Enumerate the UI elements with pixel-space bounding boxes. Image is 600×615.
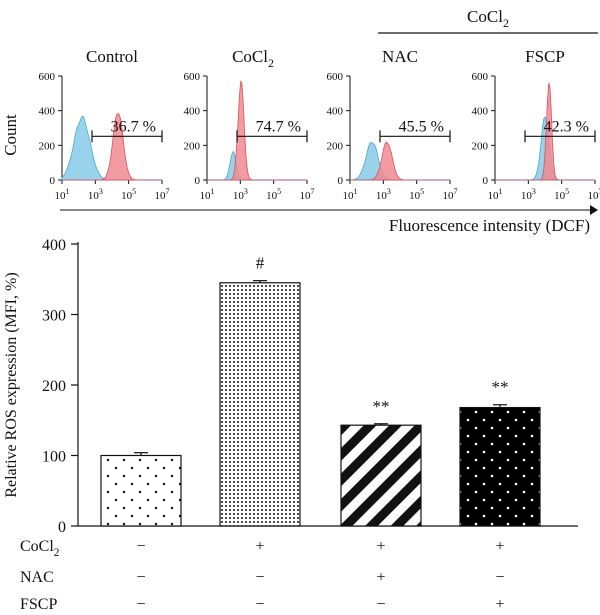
condition-sign: − xyxy=(255,569,264,586)
histogram-y-tick-label: 600 xyxy=(327,71,344,83)
histogram-y-tick-label: 400 xyxy=(39,106,56,118)
histogram-title: Control xyxy=(86,47,138,66)
histogram-y-tick-label: 200 xyxy=(184,140,201,152)
histogram-x-tick-label: 101 xyxy=(200,187,215,202)
condition-sign: − xyxy=(136,596,145,613)
condition-label: CoCl2 xyxy=(20,538,59,559)
gate-percent-label: 42.3 % xyxy=(544,118,589,135)
histogram-x-tick-label: 105 xyxy=(266,187,281,202)
histogram-y-tick-label: 0 xyxy=(50,175,56,187)
histogram-title: NAC xyxy=(382,47,418,66)
y-tick-label: 400 xyxy=(42,237,66,254)
bar-chart: Relative ROS expression (MFI, %) 0 100 200… xyxy=(3,237,578,613)
histogram-x-tick-label: 101 xyxy=(343,187,358,202)
histogram-x-tick-label: 101 xyxy=(55,187,70,202)
fluorescence-axis-label: Fluorescence intensity (DCF) xyxy=(389,216,590,235)
bar-3 xyxy=(340,424,422,527)
histogram-x-tick-label: 105 xyxy=(409,187,424,202)
histogram-y-tick-label: 200 xyxy=(472,140,489,152)
condition-sign: + xyxy=(495,596,504,613)
condition-sign: − xyxy=(495,569,504,586)
treated-histogram-peak xyxy=(350,141,450,181)
histogram-y-tick-label: 0 xyxy=(338,175,344,187)
treated-histogram-peak xyxy=(62,113,162,181)
treated-histogram-peak xyxy=(207,80,307,181)
y-tick-label: 200 xyxy=(42,378,66,395)
condition-label: FSCP xyxy=(20,596,57,613)
histogram-y-tick-label: 600 xyxy=(472,71,489,83)
control-histogram-peak xyxy=(207,150,307,181)
condition-sign: − xyxy=(255,596,264,613)
condition-sign: + xyxy=(376,569,385,586)
gate-percent-label: 74.7 % xyxy=(256,118,301,135)
histogram-y-tick-label: 0 xyxy=(483,175,489,187)
histogram-y-tick-label: 600 xyxy=(184,71,201,83)
histogram-y-tick-label: 400 xyxy=(327,106,344,118)
histogram-x-tick-label: 107 xyxy=(300,187,315,202)
histogram-x-tick-label: 101 xyxy=(488,187,503,202)
histogram-y-tick-label: 600 xyxy=(39,71,56,83)
condition-sign: − xyxy=(136,569,145,586)
condition-sign: + xyxy=(255,538,264,555)
arrow-head-icon xyxy=(590,205,598,215)
condition-sign: + xyxy=(495,538,504,555)
histogram-x-tick-label: 103 xyxy=(521,187,536,202)
histogram-x-tick-label: 103 xyxy=(88,187,103,202)
histogram-x-tick-label: 107 xyxy=(443,187,458,202)
condition-sign: − xyxy=(136,538,145,555)
significance-annotation: ** xyxy=(492,378,509,397)
histogram-x-tick-label: 107 xyxy=(588,187,600,202)
histogram-title: FSCP xyxy=(525,47,565,66)
histogram-y-tick-label: 0 xyxy=(195,175,201,187)
histogram-x-tick-label: 103 xyxy=(376,187,391,202)
histogram-y-tick-label: 400 xyxy=(472,106,489,118)
condition-table: CoCl2 − + + + NAC − − + − FSCP − − − + xyxy=(20,538,505,613)
histogram-x-tick-label: 103 xyxy=(233,187,248,202)
histogram-title: CoCl2 xyxy=(232,47,274,70)
y-tick-label: 100 xyxy=(42,449,66,466)
condition-label: NAC xyxy=(20,569,54,586)
bar-1 xyxy=(100,454,182,527)
histogram-y-tick-label: 200 xyxy=(327,140,344,152)
gate-percent-label: 45.5 % xyxy=(399,118,444,135)
bar-2 xyxy=(219,282,301,527)
histogram-x-tick-label: 105 xyxy=(554,187,569,202)
condition-sign: + xyxy=(376,538,385,555)
significance-annotation: # xyxy=(256,254,265,273)
y-tick-label: 0 xyxy=(58,519,66,536)
treated-histogram-peak xyxy=(495,82,595,181)
y-tick-label: 300 xyxy=(42,308,66,325)
control-histogram-peak xyxy=(349,142,450,181)
significance-annotation: ** xyxy=(373,397,390,416)
y-ticks: 0 100 200 300 400 xyxy=(42,237,78,536)
bars: # ** ** xyxy=(100,254,541,527)
histogram-x-tick-label: 105 xyxy=(121,187,136,202)
cocl2-group-label: CoCl2 xyxy=(467,7,509,30)
histogram-y-tick-label: 200 xyxy=(39,140,56,152)
count-axis-label: Count xyxy=(1,114,20,156)
bar-4 xyxy=(459,406,541,527)
histogram-y-tick-label: 400 xyxy=(184,106,201,118)
condition-sign: − xyxy=(376,596,385,613)
gate-percent-label: 36.7 % xyxy=(111,118,156,135)
y-axis-label: Relative ROS expression (MFI, %) xyxy=(3,272,20,497)
histogram-x-tick-label: 107 xyxy=(155,187,170,202)
